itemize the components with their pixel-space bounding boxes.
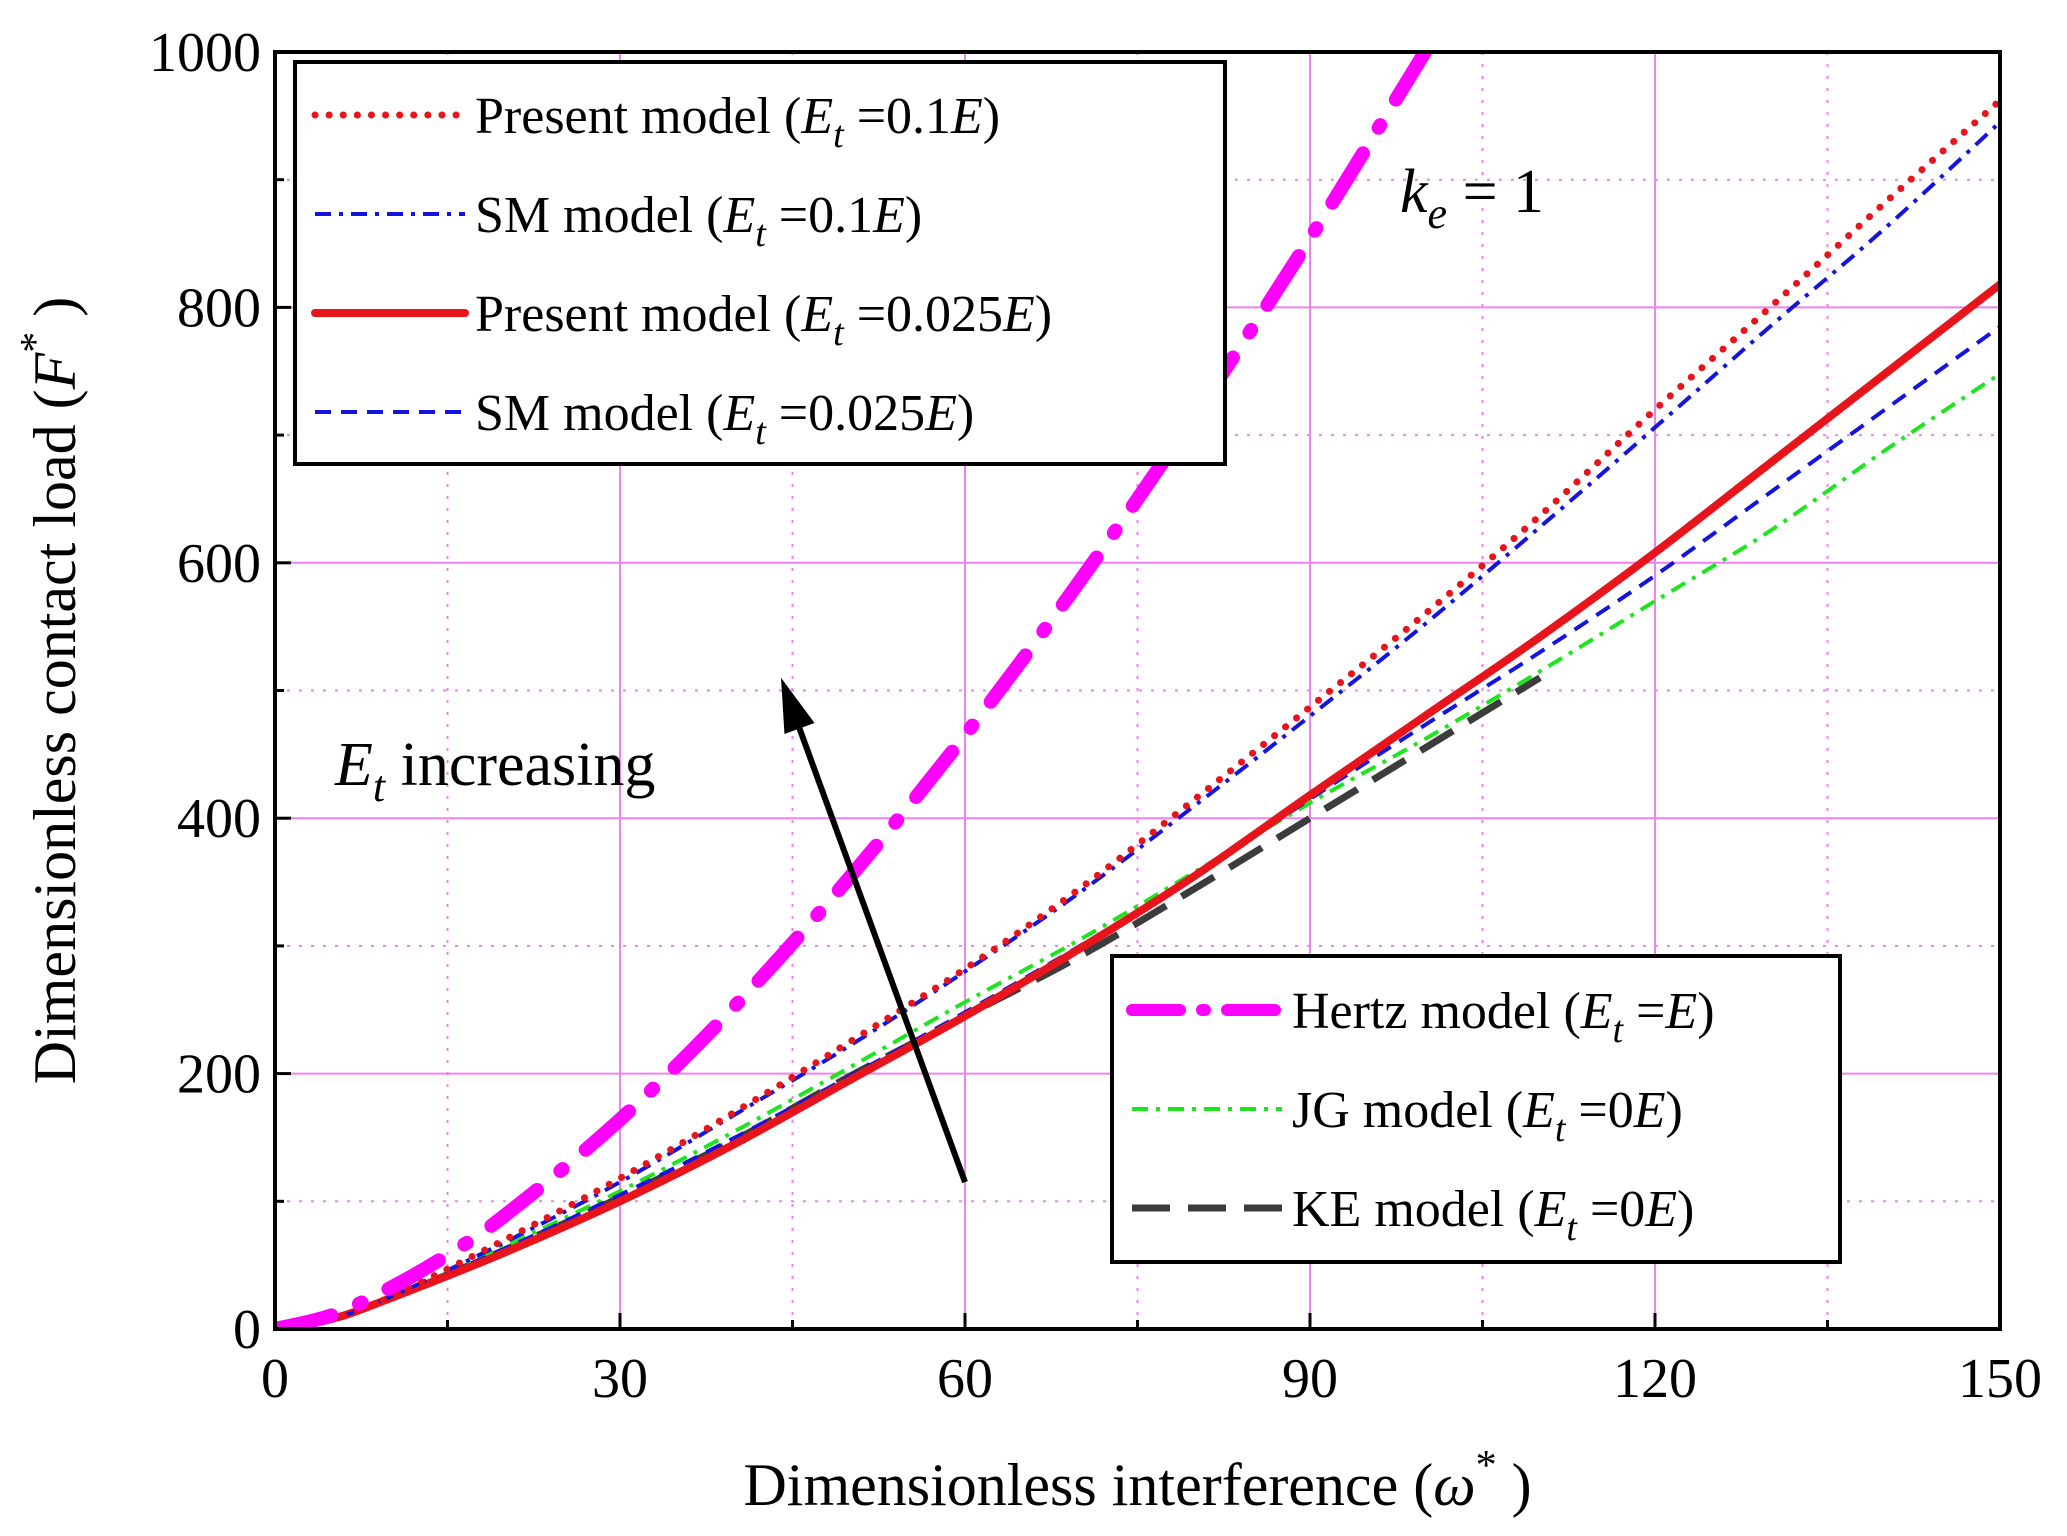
legend-label-present-0025: Present model (Et =0.025E) — [475, 286, 1052, 354]
x-tick-label: 90 — [1282, 1348, 1338, 1410]
tick-labels: 0 30 60 90 120 150 0 200 400 600 800 1000 — [149, 22, 2042, 1410]
y-tick-label: 200 — [177, 1044, 261, 1106]
y-tick-label: 1000 — [149, 22, 261, 84]
x-tick-label: 120 — [1613, 1348, 1697, 1410]
x-axis-label: Dimensionless interference (ω* ) — [743, 1443, 1531, 1518]
ticks — [273, 50, 2002, 1331]
legend-label-ke: KE model (Et =0E) — [1292, 1181, 1694, 1249]
x-tick-label: 150 — [1958, 1348, 2042, 1410]
y-tick-label: 600 — [177, 533, 261, 595]
series-line-present-01 — [275, 97, 2000, 1329]
legend-label-sm-0025: SM model (Et =0.025E) — [475, 385, 974, 453]
y-tick-label: 400 — [177, 788, 261, 850]
legend-label-sm-01: SM model (Et =0.1E) — [475, 187, 922, 255]
arrow-shaft — [796, 727, 968, 1184]
legend-box — [1110, 954, 1842, 1264]
legend-top-left: Present model (Et =0.1E) SM model (Et =0.… — [293, 60, 1227, 466]
y-tick-label: 800 — [177, 277, 261, 339]
x-tick-label: 60 — [937, 1348, 993, 1410]
series-layer — [275, 52, 2000, 1329]
y-tick-label: 0 — [233, 1299, 261, 1361]
legends: Present model (Et =0.1E) SM model (Et =0.… — [293, 60, 1842, 1264]
x-tick-label: 0 — [261, 1348, 289, 1410]
series-line-hertz — [275, 52, 1432, 1329]
series-line-sm-01 — [275, 120, 2000, 1329]
series-line-present-0025 — [275, 280, 2000, 1329]
legend-label-hertz: Hertz model (Et =E) — [1292, 983, 1715, 1051]
y-axis-label: Dimensionless contact load (F* ) — [13, 297, 88, 1084]
arrow-head — [781, 677, 815, 734]
annotations: ke = 1 Et increasing — [334, 158, 1544, 1184]
series-line-jg — [275, 372, 2000, 1329]
legend-label-jg: JG model (Et =0E) — [1292, 1082, 1683, 1150]
annotation-et-increasing: Et increasing — [334, 731, 655, 811]
x-tick-label: 30 — [592, 1348, 648, 1410]
annotation-ke: ke = 1 — [1400, 158, 1544, 238]
legend-bottom-right: Hertz model (Et =E) JG model (Et =0E) KE m… — [1110, 954, 1842, 1264]
legend-box — [293, 60, 1227, 466]
legend-label-present-01: Present model (Et =0.1E) — [475, 88, 1000, 156]
axis-labels: Dimensionless interference (ω* ) Dimensio… — [13, 297, 1532, 1518]
